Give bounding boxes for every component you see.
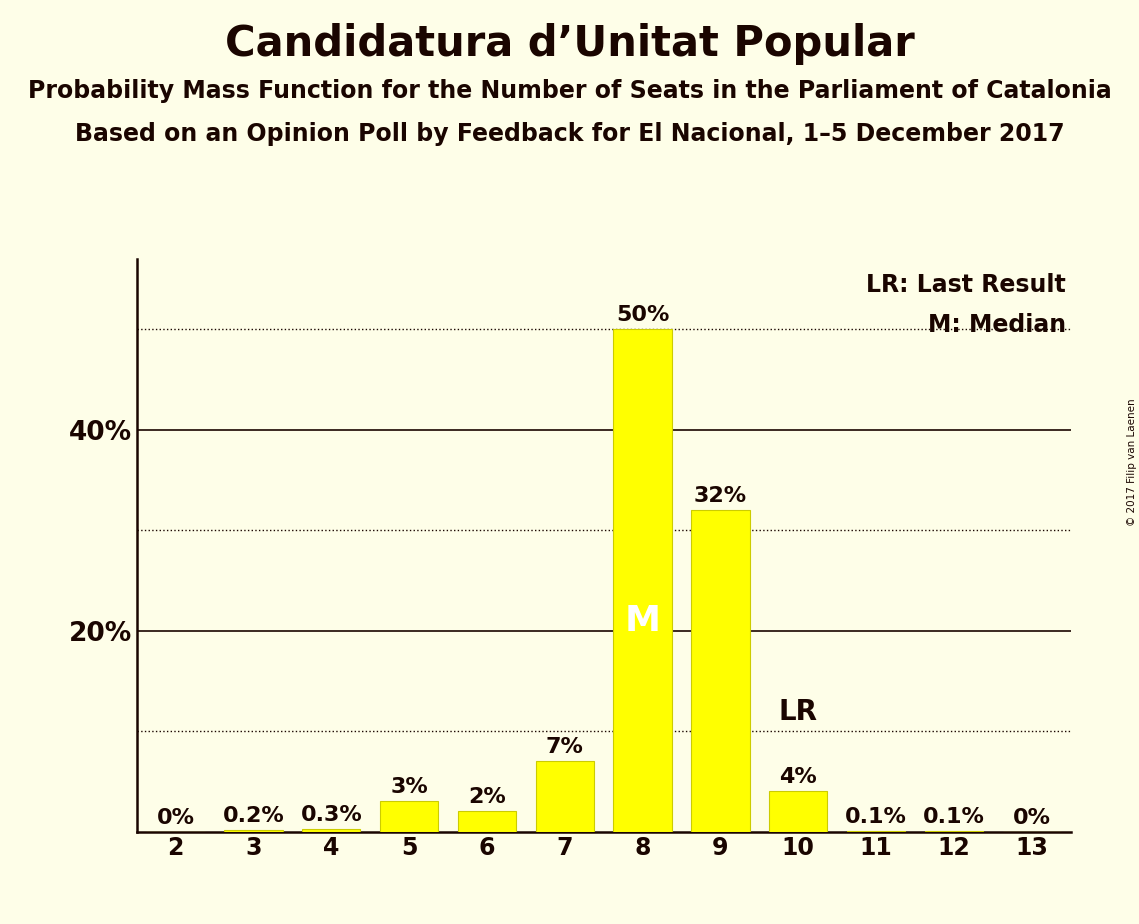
Bar <box>847 831 906 832</box>
Text: LR: Last Result: LR: Last Result <box>867 274 1066 297</box>
Text: 0.1%: 0.1% <box>845 807 907 827</box>
Text: 0%: 0% <box>156 808 195 828</box>
Text: 32%: 32% <box>694 486 747 506</box>
Text: LR: LR <box>779 698 818 726</box>
Text: Candidatura d’Unitat Popular: Candidatura d’Unitat Popular <box>224 23 915 65</box>
Bar <box>614 329 672 832</box>
Text: 0.3%: 0.3% <box>301 805 362 824</box>
Text: 7%: 7% <box>546 737 583 758</box>
Bar <box>380 801 439 832</box>
Text: M: M <box>624 603 661 638</box>
Bar <box>925 831 983 832</box>
Text: 0.1%: 0.1% <box>923 807 985 827</box>
Bar <box>302 829 360 832</box>
Text: 3%: 3% <box>391 777 428 797</box>
Text: M: Median: M: Median <box>928 313 1066 337</box>
Text: 0.2%: 0.2% <box>222 806 285 825</box>
Text: 4%: 4% <box>779 767 817 787</box>
Text: 50%: 50% <box>616 305 670 325</box>
Bar <box>224 830 282 832</box>
Text: Based on an Opinion Poll by Feedback for El Nacional, 1–5 December 2017: Based on an Opinion Poll by Feedback for… <box>75 122 1064 146</box>
Text: 0%: 0% <box>1013 808 1051 828</box>
Text: 2%: 2% <box>468 787 506 808</box>
Bar <box>691 510 749 832</box>
Text: © 2017 Filip van Laenen: © 2017 Filip van Laenen <box>1126 398 1137 526</box>
Bar <box>458 811 516 832</box>
Text: Probability Mass Function for the Number of Seats in the Parliament of Catalonia: Probability Mass Function for the Number… <box>27 79 1112 103</box>
Bar <box>535 761 593 832</box>
Bar <box>769 791 827 832</box>
